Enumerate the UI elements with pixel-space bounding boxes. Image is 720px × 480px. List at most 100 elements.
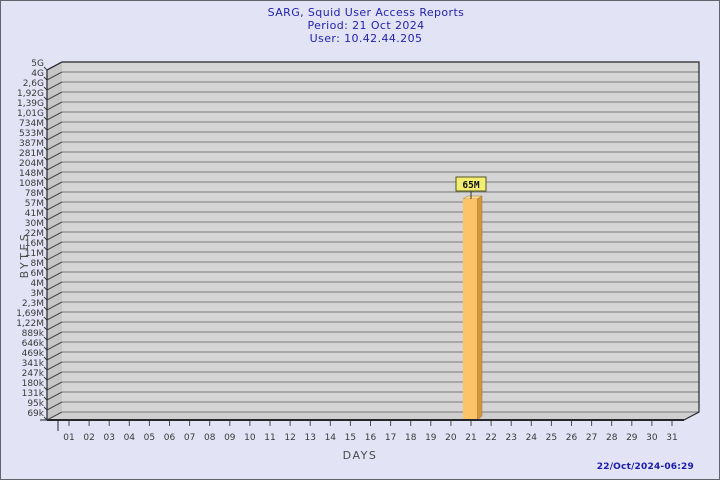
bar-front-face [463,199,477,420]
y-tick-label: 95k [27,399,44,409]
y-tick-label: 180k [22,379,45,389]
y-tick-label: 1,92G [17,89,44,99]
wall-gridline [46,241,63,251]
x-tick-label: 02 [83,433,94,443]
chart-header: SARG, Squid User Access Reports Period: … [11,6,719,45]
wall-gridline [46,181,63,191]
y-tick-label: 5G [31,59,44,69]
x-tick-label: 19 [425,433,437,443]
chart-period: Period: 21 Oct 2024 [307,19,425,32]
wall-gridline [46,281,63,291]
wall-gridline [46,271,63,281]
wall-gridline [46,351,63,361]
bar-day-21 [462,195,483,421]
y-tick-label: 1,39G [17,99,44,109]
x-axis-title: DAYS [343,449,378,462]
wall-gridline [46,251,63,261]
wall-gridline [46,141,63,151]
y-tick-label: 2,6G [23,79,44,89]
y-axis-title: BYTES [18,232,31,279]
bar-side-face [476,195,483,421]
y-tick-label: 4M [31,279,45,289]
y-tick-label: 3M [31,289,45,299]
x-tick-label: 14 [325,433,337,443]
x-tick-label: 28 [606,433,618,443]
y-tick-label: 30M [25,219,44,229]
wall-gridline [46,161,63,171]
x-tick-label: 29 [626,433,638,443]
y-tick-label: 2,3M [22,299,44,309]
box-edge-top-right [46,61,700,421]
wall-gridline [46,191,63,201]
y-tick-label: 11M [25,249,44,259]
wall-gridline [46,381,63,391]
wall-gridline [46,331,63,341]
x-tick-label: 05 [144,433,155,443]
x-tick-label: 25 [546,433,557,443]
wall-gridline [46,261,63,271]
wall-gridline [46,111,63,121]
wall-gridline [46,121,63,131]
wall-gridline [46,401,63,411]
chart-3d-wall [47,62,62,420]
x-tick-label: 07 [184,433,195,443]
x-tick-label: 27 [586,433,597,443]
wall-gridline [46,411,63,421]
x-tick-label: 09 [224,433,236,443]
chart-title: SARG, Squid User Access Reports [267,6,465,19]
wall-gridline [46,71,63,81]
y-tick-label: 646k [22,339,45,349]
chart-3d-floor [47,412,699,420]
y-tick-label: 148M [19,169,44,179]
wall-gridline [46,151,63,161]
y-tick-label: 1,69M [16,309,44,319]
x-tick-label: 20 [445,433,457,443]
y-tick-label: 387M [19,139,44,149]
wall-gridline [46,221,63,231]
x-tick-label: 03 [103,433,114,443]
y-tick-mark [43,66,48,71]
y-tick-label: 533M [19,129,44,139]
wall-gridline [46,341,63,351]
wall-gridline [46,361,63,371]
x-tick-label: 21 [465,433,476,443]
wall-gridline [46,211,63,221]
x-tick-label: 01 [63,433,74,443]
x-tick-label: 06 [164,433,176,443]
wall-gridline [46,131,63,141]
y-tick-label: 8M [31,259,45,269]
x-tick-label: 18 [405,433,417,443]
y-tick-label: 469k [22,349,45,359]
x-tick-label: 23 [505,433,516,443]
x-tick-label: 15 [345,433,356,443]
x-tick-label: 08 [204,433,216,443]
x-tick-label: 11 [264,433,275,443]
wall-gridline [46,311,63,321]
wall-gridline [46,301,63,311]
y-tick-label: 889k [22,329,45,339]
x-tick-label: 10 [244,433,256,443]
plot-area [62,62,699,412]
wall-gridline [46,321,63,331]
y-tick-label: 78M [25,189,44,199]
x-tick-label: 24 [526,433,538,443]
chart-user: User: 10.42.44.205 [309,32,423,45]
wall-gridline [46,101,63,111]
x-tick-label: 12 [284,433,295,443]
x-tick-label: 31 [666,433,677,443]
y-tick-label: 131k [22,389,45,399]
wall-gridline [46,231,63,241]
y-tick-label: 4G [31,69,44,79]
wall-gridline [46,91,63,101]
y-tick-label: 108M [19,179,44,189]
value-label-box [455,176,487,192]
y-tick-label: 281M [19,149,44,159]
x-tick-label: 04 [124,433,136,443]
x-tick-label: 17 [385,433,396,443]
y-tick-label: 247k [22,369,45,379]
y-tick-label: 1,22M [16,319,44,329]
x-tick-label: 30 [646,433,658,443]
x-tick-label: 16 [365,433,377,443]
